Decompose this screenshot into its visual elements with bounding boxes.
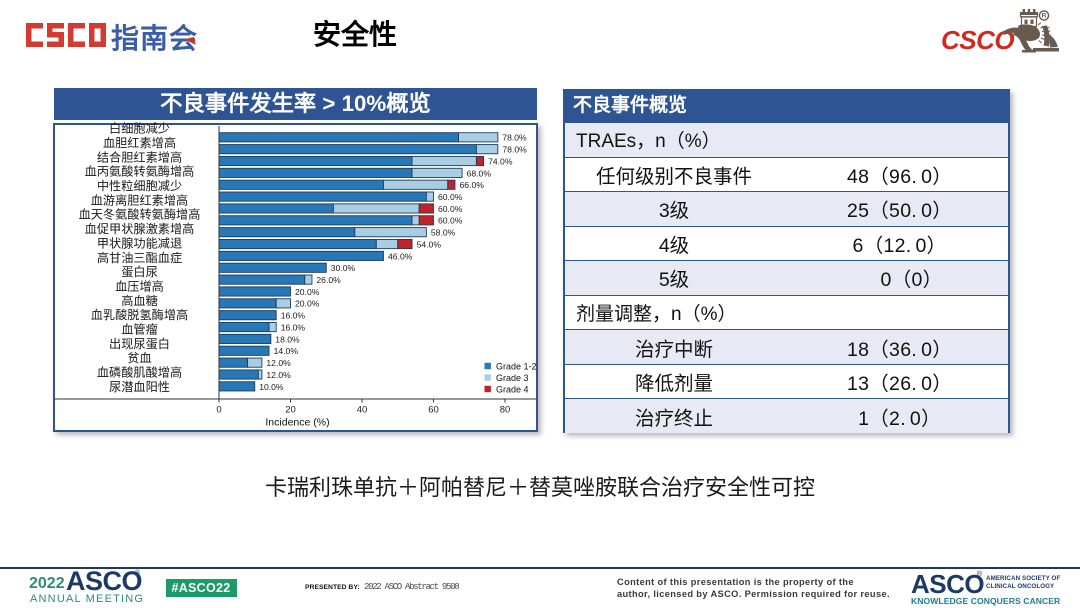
svg-text:60.0%: 60.0% [438,216,463,226]
svg-text:16.0%: 16.0% [281,323,306,333]
svg-text:Grade 1-2: Grade 1-2 [496,361,537,371]
svg-text:结合胆红素增高: 结合胆红素增高 [97,149,182,164]
svg-text:40: 40 [357,405,368,416]
svg-text:Incidence (%): Incidence (%) [265,417,329,429]
svg-text:蛋白尿: 蛋白尿 [121,264,158,279]
svg-text:出现尿蛋白: 出现尿蛋白 [109,336,170,351]
svg-text:78.0%: 78.0% [502,133,527,143]
svg-text:68.0%: 68.0% [467,168,492,178]
svg-text:46.0%: 46.0% [388,251,413,261]
svg-text:血促甲状腺激素增高: 血促甲状腺激素增高 [85,221,195,236]
svg-text:14.0%: 14.0% [274,346,299,356]
svg-text:血丙氨酸转氨酶增高: 血丙氨酸转氨酶增高 [85,164,195,179]
svg-text:26.0%: 26.0% [316,275,341,285]
svg-text:血天冬氨酸转氨酶增高: 血天冬氨酸转氨酶增高 [79,207,201,222]
svg-text:78.0%: 78.0% [502,145,527,155]
svg-text:20.0%: 20.0% [295,287,320,297]
svg-text:血乳酸脱氢酶增高: 血乳酸脱氢酶增高 [91,307,189,322]
svg-text:12.0%: 12.0% [266,370,291,380]
svg-text:Grade 3: Grade 3 [496,373,529,383]
svg-text:60: 60 [428,405,439,416]
svg-text:Grade 4: Grade 4 [496,384,529,394]
svg-text:10.0%: 10.0% [259,382,284,392]
svg-text:血胆红素增高: 血胆红素增高 [103,135,176,150]
svg-text:血压增高: 血压增高 [115,278,164,293]
svg-text:高甘油三酯血症: 高甘油三酯血症 [97,250,182,265]
svg-text:血磷酸肌酸增高: 血磷酸肌酸增高 [97,365,182,380]
svg-text:白细胞减少: 白细胞减少 [109,121,170,136]
svg-text:54.0%: 54.0% [417,239,442,249]
svg-text:贫血: 贫血 [127,350,151,365]
svg-text:58.0%: 58.0% [431,228,456,238]
svg-text:66.0%: 66.0% [460,180,485,190]
svg-text:18.0%: 18.0% [275,334,300,344]
svg-text:20.0%: 20.0% [295,299,320,309]
svg-text:74.0%: 74.0% [488,156,513,166]
svg-text:80: 80 [500,405,511,416]
svg-text:血管瘤: 血管瘤 [121,322,158,337]
svg-text:血游离胆红素增高: 血游离胆红素增高 [91,192,189,207]
svg-text:12.0%: 12.0% [266,358,291,368]
svg-text:0: 0 [216,405,221,416]
svg-text:中性粒细胞减少: 中性粒细胞减少 [97,178,182,193]
svg-text:R: R [1042,13,1047,20]
svg-text:30.0%: 30.0% [331,263,356,273]
svg-text:16.0%: 16.0% [281,311,306,321]
svg-text:尿潜血阳性: 尿潜血阳性 [109,380,170,394]
svg-text:20: 20 [285,405,296,416]
svg-text:60.0%: 60.0% [438,204,463,214]
svg-text:高血糖: 高血糖 [121,293,158,308]
svg-text:甲状腺功能减退: 甲状腺功能减退 [97,236,182,250]
svg-text:60.0%: 60.0% [438,192,463,202]
